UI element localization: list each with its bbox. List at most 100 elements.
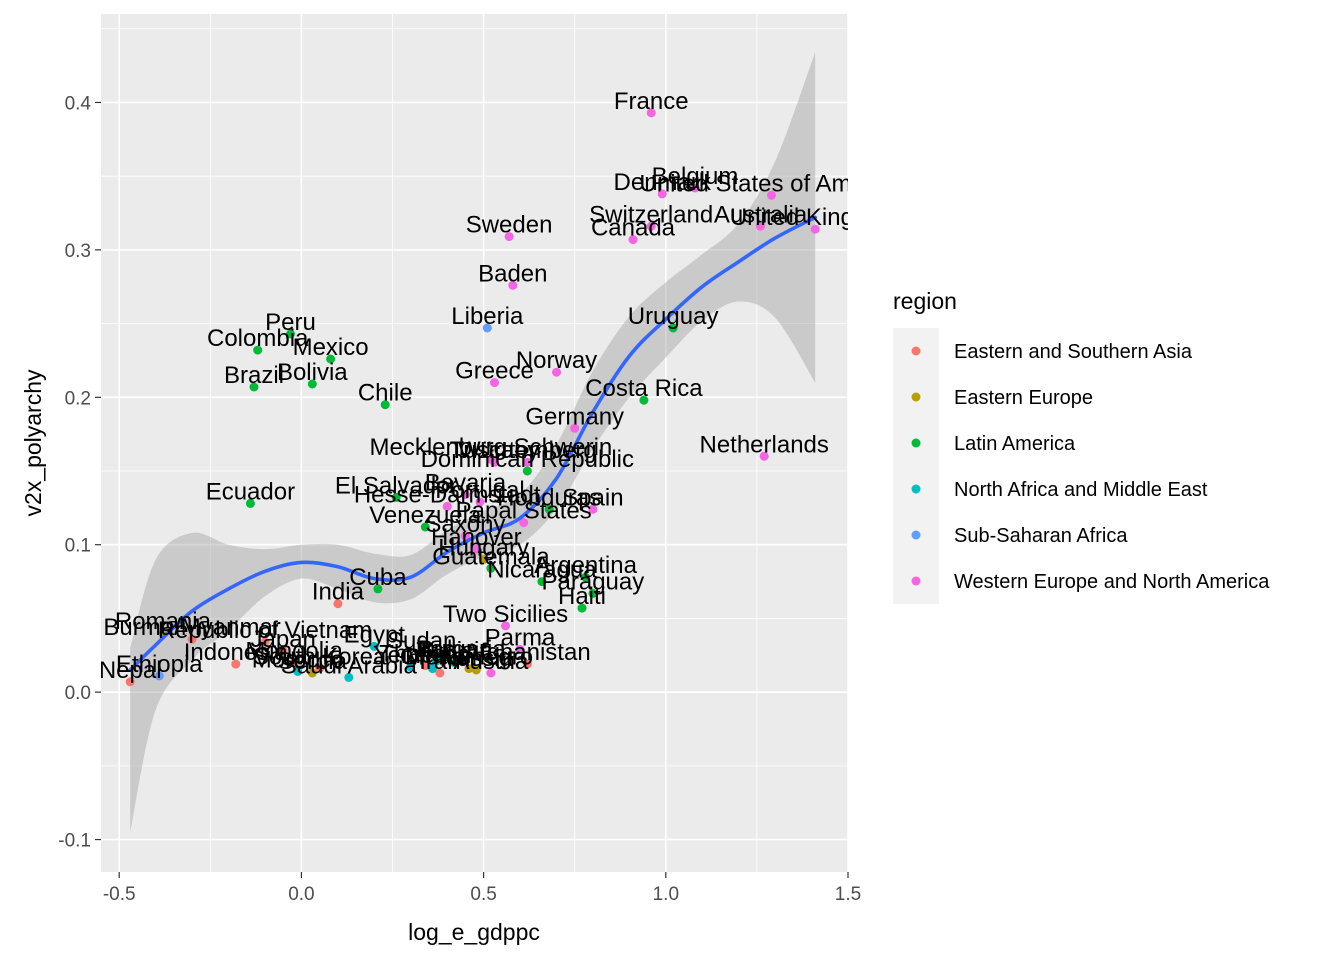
point-label: Switzerland [589,201,713,228]
data-point [628,235,638,245]
point-label: Yemen [374,642,448,669]
data-point [315,664,325,674]
point-label: Haiti [558,583,606,610]
data-point [460,490,470,500]
data-point [522,659,532,669]
point-label: Ethiopia [116,651,203,678]
data-point [460,531,470,541]
data-point [639,395,649,405]
legend-key [911,530,921,540]
data-point [450,658,459,668]
point-label: Mongolia [245,638,343,665]
data-point [570,423,580,433]
point-label: Denmark [614,169,712,196]
x-tick-label: 1.5 [835,884,861,905]
data-point [759,451,769,461]
legend-key [911,438,921,448]
smooth-curve [128,215,817,672]
data-point [278,646,288,656]
data-point [490,457,499,467]
data-point [369,641,379,651]
point-label: Guatemala [432,543,550,570]
legend-key-background [893,328,939,604]
data-point [504,232,514,242]
data-point [486,668,496,678]
point-label: Hanover [431,524,522,551]
data-point [519,518,529,528]
data-point [552,367,561,377]
point-label: Nicaragua [487,557,597,584]
data-point [588,504,598,514]
point-label: Belgium [652,163,739,190]
data-point [428,664,438,674]
point-label: Mecklenburg Schwerin [370,434,613,461]
point-label: Sudan [387,627,456,654]
point-label: Cuba [349,564,407,591]
legend-label: Sub-Saharan Africa [954,525,1128,547]
point-label: Portugal [435,477,524,504]
data-point [307,379,317,389]
data-point [544,504,554,514]
data-point [431,656,441,666]
point-label: Japan [251,626,316,653]
point-label: United Kingdom [730,204,901,231]
point-label: Tuscany [450,437,540,464]
data-point [286,329,295,339]
point-label: Paraguay [542,568,645,595]
point-label: Saxony [425,511,505,538]
point-label: Baden [478,260,547,287]
data-point [657,189,667,199]
point-label: Greece [455,358,534,385]
data-point [490,378,499,388]
data-point [537,577,547,587]
data-point [471,665,481,675]
point-label: Bulgaria [418,636,507,663]
legend-key [911,346,921,356]
point-label: Montenegro [405,644,533,671]
legend-label: Eastern Europe [954,387,1093,409]
data-point [417,647,427,657]
x-axis-title: log_e_gdppc [408,919,540,945]
data-point [577,603,587,613]
point-label: Russia [440,645,514,672]
data-point [435,668,445,678]
data-point [646,221,656,231]
data-point [522,466,532,476]
data-point [522,457,532,467]
point-label: Nepal [99,657,162,684]
x-tick-label: -0.5 [103,884,136,905]
data-point [249,382,259,392]
point-label: Brazil [224,362,284,389]
data-point [475,497,485,507]
data-point [344,672,354,682]
data-point [187,634,197,644]
point-label: Germany [525,403,624,430]
point-label: Sweden [466,212,553,239]
point-label: Saudi Arabia [281,652,418,679]
legend: region Eastern and Southern Asia Eastern … [893,288,1270,604]
point-label: Australia [714,201,808,228]
data-point [486,563,496,573]
point-label: Afghanistan [464,639,591,666]
point-label: India [312,579,365,606]
data-point [420,661,430,671]
point-label: Hungary [438,535,529,562]
point-label: Peru [265,309,316,336]
point-label: Burma/Myanmar [103,614,280,641]
point-label: Iran [419,648,460,675]
data-point [479,555,489,564]
point-label: Dominican Republic [421,446,634,473]
data-point [231,659,241,669]
data-point [326,354,336,364]
point-label: South Korea [253,644,387,671]
point-label: Austria [454,648,529,675]
major-gridlines [101,14,849,872]
point-label: Hesse-Darmstadt [354,481,541,508]
data-point [668,323,678,333]
point-label: Tunisia [416,638,493,665]
smooth-line [128,215,817,672]
y-tick-label: 0.0 [65,683,91,704]
y-axis-title: v2x_polyarchy [20,369,46,517]
